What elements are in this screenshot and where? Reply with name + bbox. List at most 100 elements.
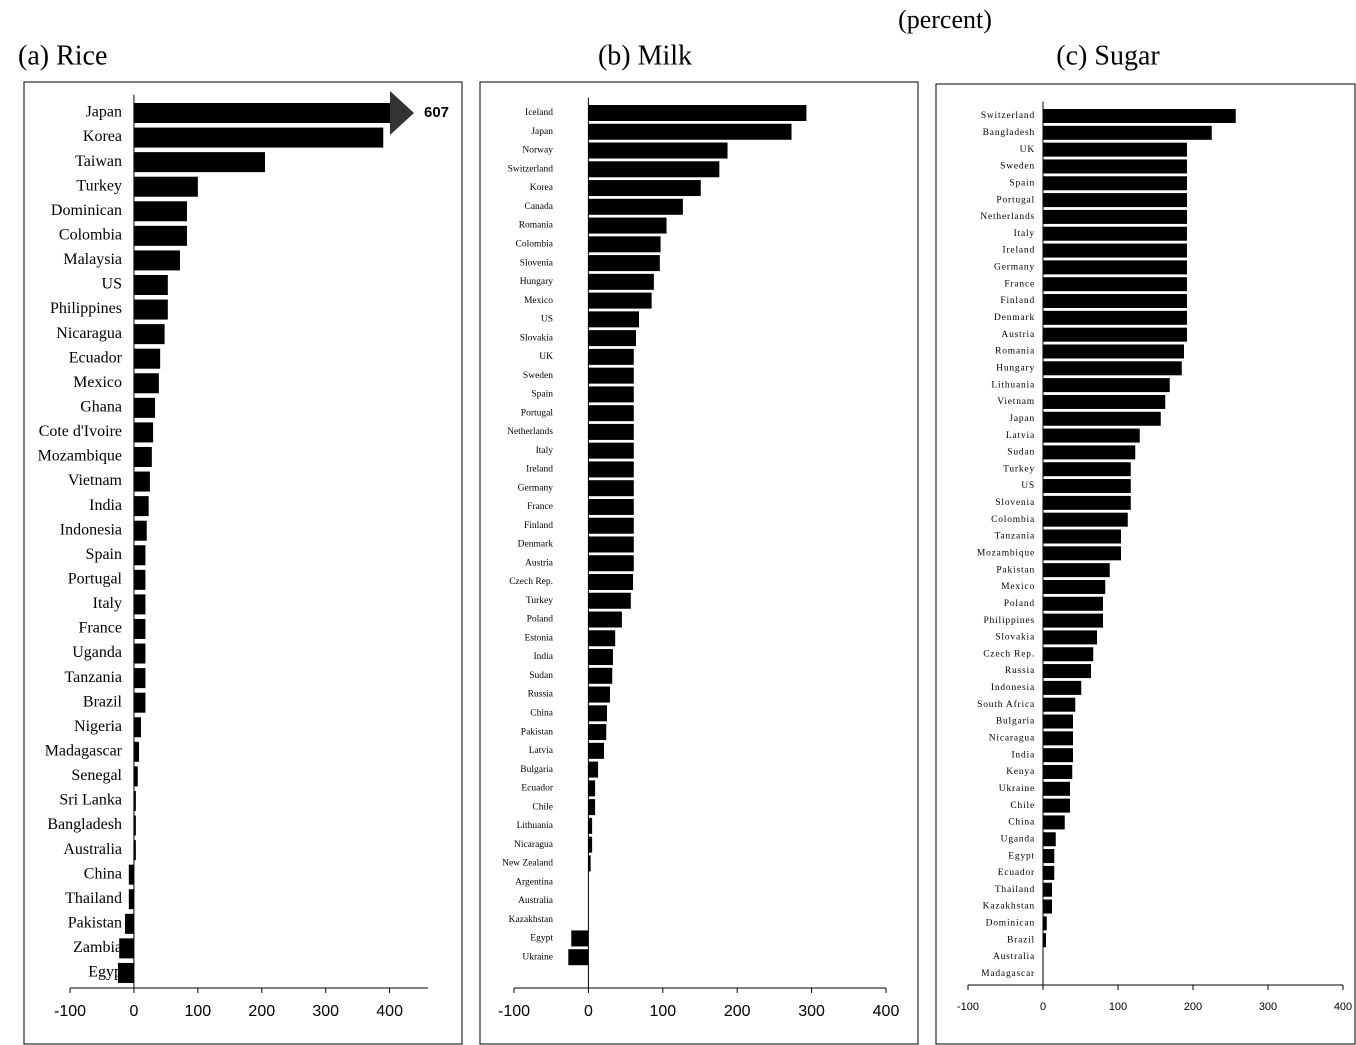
bar — [1043, 579, 1106, 594]
bar — [133, 618, 146, 639]
category-label: Sweden — [523, 371, 553, 381]
bar — [588, 630, 616, 647]
bar — [1043, 428, 1140, 443]
category-label: Kenya — [1006, 767, 1035, 777]
figure-title: (percent) — [898, 5, 992, 34]
bar — [588, 367, 634, 384]
category-label: Mozambique — [977, 549, 1035, 559]
category-label: Ukraine — [522, 952, 553, 962]
category-label: Spain — [531, 390, 553, 400]
category-label: Bulgaria — [996, 717, 1035, 727]
bar — [1043, 832, 1056, 847]
bar — [1043, 411, 1161, 426]
bar — [133, 741, 140, 762]
bar — [133, 790, 136, 811]
category-label: Egyp — [88, 964, 122, 981]
bar — [1043, 344, 1184, 359]
category-label: Ecuador — [521, 784, 553, 794]
category-label: Ukraine — [999, 784, 1035, 794]
category-label: Madagascar — [45, 742, 123, 759]
category-label: Slovakia — [995, 633, 1035, 643]
bar — [588, 330, 637, 347]
category-label: Japan — [531, 127, 553, 137]
bar — [1043, 748, 1073, 763]
category-label: Romania — [995, 347, 1035, 357]
category-label: Spain — [1009, 178, 1035, 188]
overflow-arrow — [390, 91, 414, 135]
category-label: Korea — [83, 128, 122, 145]
category-label: Brazil — [1007, 935, 1035, 945]
category-label: Romania — [519, 221, 554, 231]
category-label: Canada — [525, 202, 554, 212]
bar — [588, 667, 613, 684]
category-label: Colombia — [59, 227, 122, 244]
category-label: Latvia — [1006, 431, 1035, 441]
category-label: Brazil — [83, 693, 123, 710]
category-label: Czech Rep. — [983, 649, 1035, 659]
bar — [588, 442, 634, 459]
category-label: Egypt — [530, 934, 553, 944]
category-label: Ireland — [526, 465, 553, 475]
bar — [133, 766, 138, 787]
category-label: Switzerland — [981, 111, 1035, 121]
category-label: Mexico — [1001, 582, 1035, 592]
category-label: Thailand — [65, 890, 122, 907]
category-label: Austria — [525, 558, 554, 568]
bar — [133, 594, 146, 615]
category-label: Portugal — [521, 408, 554, 418]
bar — [588, 105, 807, 121]
bar — [1043, 647, 1094, 662]
bar — [588, 817, 593, 834]
bar — [588, 142, 728, 159]
category-label: Australia — [63, 841, 122, 858]
bar — [133, 717, 141, 738]
category-label: Mexico — [524, 296, 553, 306]
panel-frame — [23, 81, 463, 1045]
category-label: Colombia — [516, 240, 554, 250]
category-label: Turkey — [1003, 464, 1035, 474]
bar — [133, 127, 384, 148]
category-label: Korea — [530, 183, 554, 193]
category-label: Sudan — [1007, 448, 1035, 458]
bar — [133, 176, 198, 197]
bar — [1043, 260, 1187, 275]
x-tick-label: 100 — [185, 1003, 212, 1020]
category-label: Austria — [1001, 330, 1035, 340]
bar — [133, 569, 146, 590]
category-label: Turkey — [526, 596, 553, 606]
bar — [133, 225, 187, 246]
category-label: Latvia — [529, 746, 554, 756]
category-label: Tanzania — [994, 532, 1035, 542]
x-tick-label: 400 — [1334, 1001, 1352, 1013]
category-label: Finland — [1000, 296, 1035, 306]
bar — [1043, 512, 1128, 527]
category-label: Lithuania — [517, 821, 554, 831]
bar — [588, 592, 631, 609]
bar — [588, 273, 654, 290]
bar — [1043, 327, 1187, 342]
bar — [128, 864, 134, 885]
category-label: Iceland — [525, 108, 553, 118]
category-label: UK — [1020, 145, 1035, 155]
bar — [133, 643, 146, 664]
category-label: Chile — [532, 802, 553, 812]
bar — [133, 446, 152, 467]
category-label: Indonesia — [60, 521, 122, 538]
category-label: France — [1004, 279, 1035, 289]
category-label: Denmark — [994, 313, 1035, 323]
category-label: Czech Rep. — [509, 577, 553, 587]
bar — [588, 705, 607, 722]
bar — [1043, 630, 1097, 645]
bar — [588, 348, 634, 365]
category-label: Madagascar — [981, 969, 1035, 979]
bar — [588, 536, 634, 553]
bar — [1043, 563, 1110, 578]
bar — [1043, 462, 1131, 477]
category-label: Pakistan — [521, 727, 553, 737]
category-label: Netherlands — [507, 427, 553, 437]
bar — [1043, 142, 1187, 157]
bar — [133, 324, 165, 345]
category-label: Uganda — [72, 644, 122, 661]
panel-frame — [479, 81, 919, 1045]
